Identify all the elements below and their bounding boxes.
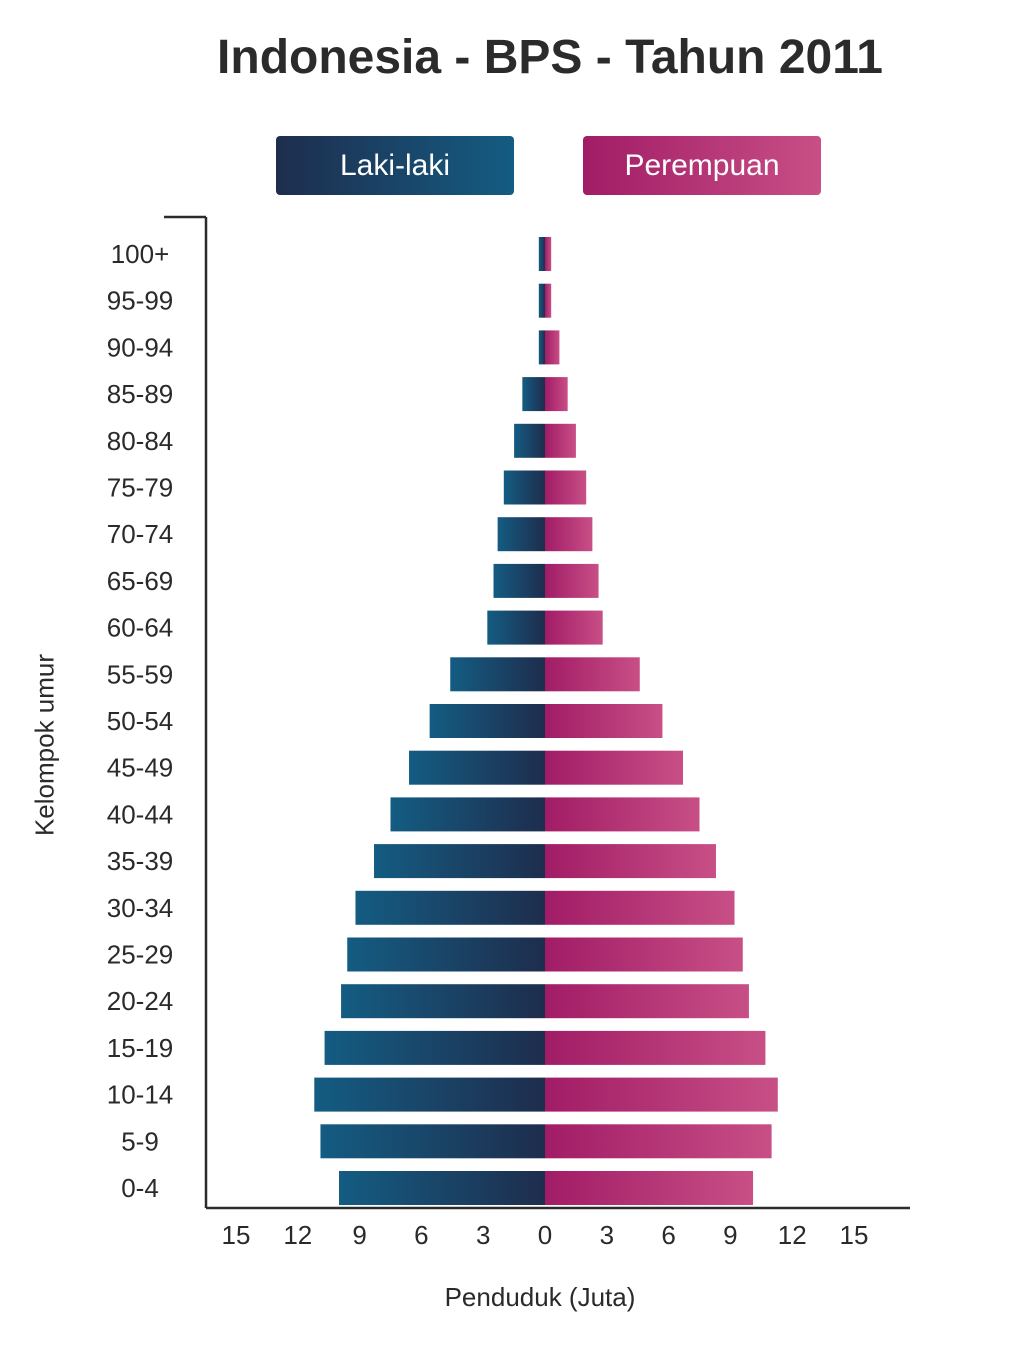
category-label-90-94: 90-94: [107, 332, 174, 362]
bar-male-0-4: [339, 1171, 545, 1205]
category-label-70-74: 70-74: [107, 519, 174, 549]
x-tick-label-9: 12: [778, 1220, 807, 1250]
bar-female-100plus: [545, 237, 552, 271]
x-tick-label-1: 12: [283, 1220, 312, 1250]
chart-axes: [164, 215, 910, 1210]
x-tick-label-4: 3: [476, 1220, 490, 1250]
bar-female-80-84: [545, 423, 576, 458]
bar-male-95-99: [538, 283, 545, 318]
category-label-15-19: 15-19: [107, 1033, 174, 1063]
x-tick-label-8: 9: [723, 1220, 737, 1250]
x-tick-label-7: 6: [661, 1220, 675, 1250]
legend-female-label: Perempuan: [624, 148, 780, 182]
x-tick-label-2: 9: [352, 1220, 366, 1250]
category-label-20-24: 20-24: [107, 986, 174, 1016]
category-label-85-89: 85-89: [107, 379, 174, 409]
bar-male-85-89: [522, 377, 545, 412]
bar-female-5-9: [545, 1124, 772, 1159]
category-label-5-9: 5-9: [121, 1126, 159, 1156]
bar-male-20-24: [341, 984, 545, 1019]
bar-male-65-69: [493, 563, 545, 598]
x-tick-label-3: 6: [414, 1220, 428, 1250]
bar-female-70-74: [545, 517, 593, 552]
bar-male-100plus: [538, 237, 545, 271]
category-label-40-44: 40-44: [107, 799, 174, 829]
category-label-50-54: 50-54: [107, 706, 174, 736]
legend-male: Laki-laki: [276, 136, 514, 195]
bar-male-45-49: [409, 750, 545, 785]
category-label-0-4: 0-4: [121, 1173, 159, 1203]
bar-female-60-64: [545, 610, 603, 645]
bar-female-75-79: [545, 470, 587, 505]
bar-male-70-74: [497, 517, 545, 552]
bar-male-40-44: [390, 797, 545, 832]
x-tick-label-5: 0: [538, 1220, 552, 1250]
bar-female-20-24: [545, 984, 749, 1019]
x-tick-label-0: 15: [222, 1220, 251, 1250]
bar-female-50-54: [545, 704, 663, 738]
category-label-10-14: 10-14: [107, 1080, 174, 1110]
bar-female-35-39: [545, 844, 716, 879]
bar-female-45-49: [545, 750, 684, 785]
bar-male-30-34: [355, 890, 545, 925]
category-label-45-49: 45-49: [107, 753, 174, 783]
bar-female-30-34: [545, 890, 735, 925]
x-tick-label-10: 15: [840, 1220, 869, 1250]
bar-male-55-59: [450, 657, 545, 692]
bar-female-85-89: [545, 377, 568, 412]
bar-female-55-59: [545, 657, 640, 692]
bar-male-35-39: [374, 844, 545, 879]
bar-male-10-14: [314, 1077, 545, 1112]
bar-female-90-94: [545, 330, 560, 365]
category-label-35-39: 35-39: [107, 846, 174, 876]
bar-female-65-69: [545, 563, 599, 598]
bar-female-10-14: [545, 1077, 778, 1112]
bar-female-40-44: [545, 797, 700, 832]
category-label-60-64: 60-64: [107, 613, 174, 643]
bar-male-75-79: [503, 470, 545, 505]
x-tick-label-6: 3: [600, 1220, 614, 1250]
bar-male-80-84: [514, 423, 545, 458]
bar-male-25-29: [347, 937, 545, 972]
bar-male-50-54: [429, 704, 545, 738]
bar-male-60-64: [487, 610, 545, 645]
bar-female-25-29: [545, 937, 743, 972]
category-label-30-34: 30-34: [107, 893, 174, 923]
category-label-75-79: 75-79: [107, 473, 174, 503]
category-label-100plus: 100+: [111, 239, 170, 269]
legend-male-label: Laki-laki: [339, 148, 451, 182]
bar-male-5-9: [320, 1124, 545, 1159]
bar-male-90-94: [538, 330, 545, 365]
chart-title: Indonesia - BPS - Tahun 2011: [217, 31, 883, 84]
category-label-65-69: 65-69: [107, 566, 174, 596]
category-label-80-84: 80-84: [107, 426, 174, 456]
legend-female: Perempuan: [583, 136, 821, 195]
bar-female-15-19: [545, 1030, 766, 1065]
bar-female-95-99: [545, 283, 552, 318]
y-axis-label: Kelompok umur: [29, 653, 60, 837]
bar-male-15-19: [324, 1030, 545, 1065]
bar-female-0-4: [545, 1171, 754, 1205]
category-label-55-59: 55-59: [107, 659, 174, 689]
category-label-95-99: 95-99: [107, 286, 174, 316]
category-label-25-29: 25-29: [107, 940, 174, 970]
x-axis-label: Penduduk (Juta): [444, 1282, 636, 1312]
